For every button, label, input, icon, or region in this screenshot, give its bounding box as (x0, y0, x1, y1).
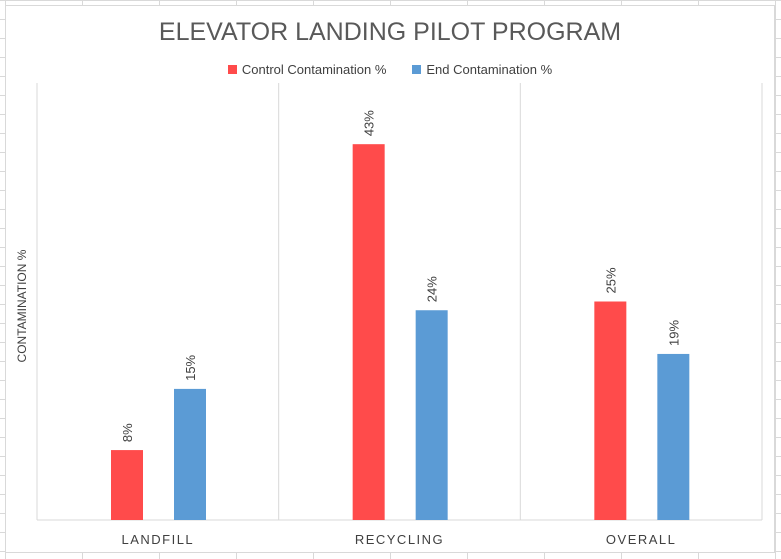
legend-label-control: Control Contamination % (241, 62, 387, 77)
chart-title: ELEVATOR LANDING PILOT PROGRAM (158, 18, 622, 46)
data-label: 19% (666, 319, 681, 345)
legend: Control Contamination % End Contaminatio… (6, 62, 774, 77)
legend-label-end: End Contamination % (426, 62, 553, 77)
bar (352, 144, 385, 520)
bar (174, 388, 206, 520)
legend-item-control: Control Contamination % (227, 62, 387, 77)
legend-swatch-control (227, 65, 237, 74)
bar (594, 301, 627, 520)
bar (415, 310, 448, 520)
data-label: 24% (425, 276, 440, 302)
data-label: 25% (603, 267, 618, 293)
legend-item-end: End Contamination % (412, 62, 552, 77)
data-label: 43% (362, 110, 377, 136)
data-label: 15% (183, 354, 198, 380)
data-label: 8% (120, 423, 135, 442)
legend-swatch-end (412, 65, 422, 74)
bar (657, 353, 690, 520)
bar (111, 450, 143, 520)
x-tick-label: RECYCLING (355, 532, 444, 547)
x-tick-label: LANDFILL (121, 532, 194, 547)
x-tick-label: OVERALL (606, 532, 676, 547)
